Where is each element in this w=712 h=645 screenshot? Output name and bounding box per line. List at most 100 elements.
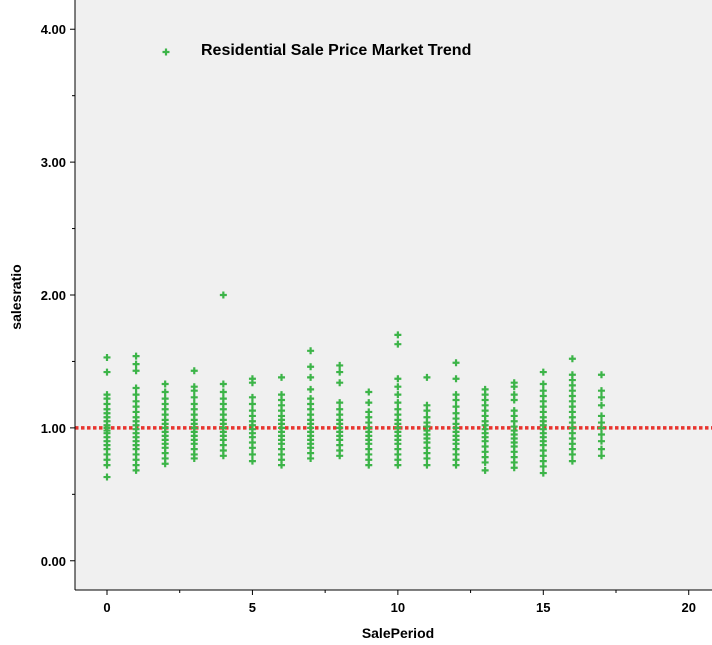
data-point [394,383,402,391]
data-point [132,397,140,405]
data-point [510,391,518,399]
data-point [452,359,460,367]
data-point [278,373,286,381]
data-point [103,391,111,399]
data-point [248,450,256,458]
legend-marker-plus [162,48,170,56]
data-point [510,379,518,387]
data-point [103,368,111,376]
data-point [539,368,547,376]
x-axis-ticks: 0 5 10 15 20 [103,590,696,615]
data-point [481,466,489,474]
data-point [539,469,547,477]
x-tick-label: 20 [681,600,695,615]
data-point [394,375,402,383]
data-point [307,385,315,393]
data-point [132,367,140,375]
data-point [132,352,140,360]
data-point [539,387,547,395]
data-point [568,355,576,363]
data-point [336,361,344,369]
data-point [336,368,344,376]
data-point [394,405,402,413]
legend-marker [162,48,170,56]
data-point [481,385,489,393]
data-point [336,379,344,387]
data-point [568,371,576,379]
data-point [510,407,518,415]
data-point [452,409,460,417]
legend-label: Residential Sale Price Market Trend [201,42,471,59]
data-point [190,400,198,408]
data-point [539,380,547,388]
data-point [278,391,286,399]
data-point [365,408,373,416]
data-point [190,383,198,391]
data-point [161,388,169,396]
data-points [103,291,605,481]
data-point [248,400,256,408]
data-point [597,412,605,420]
data-point [597,419,605,427]
y-tick-label: 0.00 [41,554,66,569]
x-tick-label: 0 [103,600,110,615]
data-point [219,395,227,403]
data-point [423,461,431,469]
x-tick-label: 10 [391,600,405,615]
y-tick-label: 4.00 [41,22,66,37]
data-point [452,375,460,383]
data-point [423,413,431,421]
data-point [161,380,169,388]
data-point [365,399,373,407]
plot-area [75,0,712,590]
data-point [103,353,111,361]
data-point [307,395,315,403]
data-point [219,291,227,299]
data-point [597,431,605,439]
data-point [307,363,315,371]
data-point [394,340,402,348]
y-tick-label: 3.00 [41,155,66,170]
y-axis-ticks: 0.00 1.00 2.00 3.00 4.00 [41,22,75,569]
data-point [248,407,256,415]
y-tick-label: 1.00 [41,421,66,436]
y-axis-title: salesratio [8,264,24,329]
data-point [394,391,402,399]
data-point [307,373,315,381]
data-point [132,360,140,368]
legend: Residential Sale Price Market Trend [162,42,471,59]
data-point [190,367,198,375]
x-tick-label: 5 [249,600,256,615]
data-point [103,473,111,481]
data-point [423,401,431,409]
data-point [219,380,227,388]
data-point [452,391,460,399]
data-point [219,388,227,396]
data-point [597,387,605,395]
data-point [161,395,169,403]
data-point [597,437,605,445]
data-point [597,401,605,409]
data-point [248,457,256,465]
data-point [423,373,431,381]
data-point [597,371,605,379]
x-tick-label: 15 [536,600,550,615]
data-point [248,375,256,383]
data-point [597,445,605,453]
data-point [307,347,315,355]
data-point [394,399,402,407]
data-point [132,384,140,392]
data-point [597,452,605,460]
data-point [248,393,256,401]
x-axis-title: SalePeriod [362,625,434,641]
data-point [190,393,198,401]
data-point [132,391,140,399]
data-point [568,457,576,465]
data-point [336,405,344,413]
data-point [394,331,402,339]
data-point [452,403,460,411]
y-tick-label: 2.00 [41,288,66,303]
data-point [336,399,344,407]
data-point [597,393,605,401]
